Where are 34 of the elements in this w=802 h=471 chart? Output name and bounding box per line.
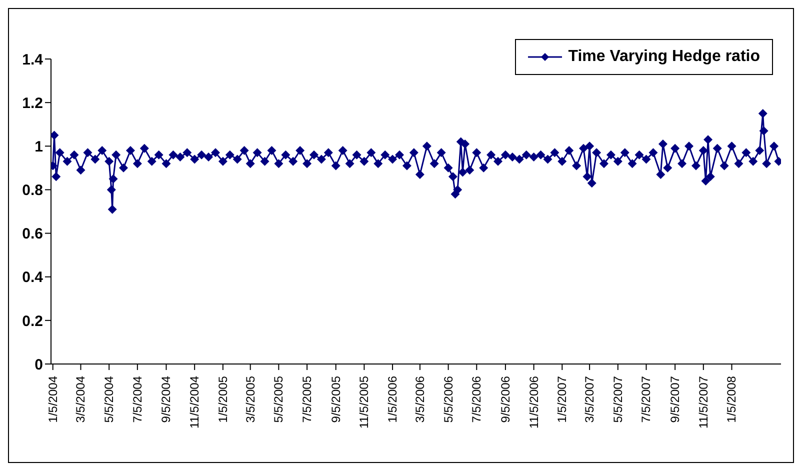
x-tick-label: 7/5/2006 [470, 376, 484, 423]
x-tick-label: 5/5/2007 [610, 376, 625, 423]
x-tick-label: 11/5/2005 [357, 376, 372, 428]
x-tick-label: 11/5/2004 [188, 376, 202, 428]
x-tick-label: 9/5/2007 [668, 376, 682, 423]
y-tick-label: 0.8 [22, 182, 43, 200]
y-tick-label: 1.4 [22, 51, 44, 68]
y-tick-label: 0.2 [22, 312, 43, 330]
y-tick-label: 0 [34, 356, 43, 374]
y-tick-label: 0.4 [22, 269, 44, 286]
x-tick-label: 5/5/2006 [441, 376, 456, 423]
y-tick-label: 0.6 [22, 226, 43, 243]
x-tick-label: 3/5/2004 [74, 376, 88, 423]
x-tick-label: 5/5/2004 [102, 376, 116, 423]
x-tick-label: 3/5/2006 [412, 376, 427, 423]
x-tick-label: 7/5/2007 [639, 376, 654, 423]
x-tick-label: 9/5/2004 [159, 376, 174, 423]
y-tick-label: 1 [34, 138, 43, 156]
x-tick-label: 11/5/2006 [526, 376, 541, 428]
x-tick-label: 1/5/2004 [46, 376, 60, 423]
legend-label: Time Varying Hedge ratio [568, 48, 760, 66]
x-tick-label: 1/5/2006 [386, 376, 400, 423]
y-tick-label: 1.2 [22, 94, 43, 112]
x-tick-label: 3/5/2007 [582, 376, 597, 423]
x-tick-label: 11/5/2007 [696, 376, 710, 428]
x-tick-label: 5/5/2005 [272, 376, 286, 423]
x-tick-label: 9/5/2006 [498, 376, 512, 423]
x-tick-label: 7/5/2005 [300, 376, 314, 423]
x-tick-label: 1/5/2005 [216, 376, 230, 423]
x-tick-label: 1/5/2007 [555, 376, 570, 423]
x-tick-label: 3/5/2005 [243, 376, 258, 423]
x-tick-label: 9/5/2005 [328, 376, 343, 423]
x-tick-label: 1/5/2008 [724, 376, 739, 423]
x-tick-label: 7/5/2004 [130, 376, 144, 423]
